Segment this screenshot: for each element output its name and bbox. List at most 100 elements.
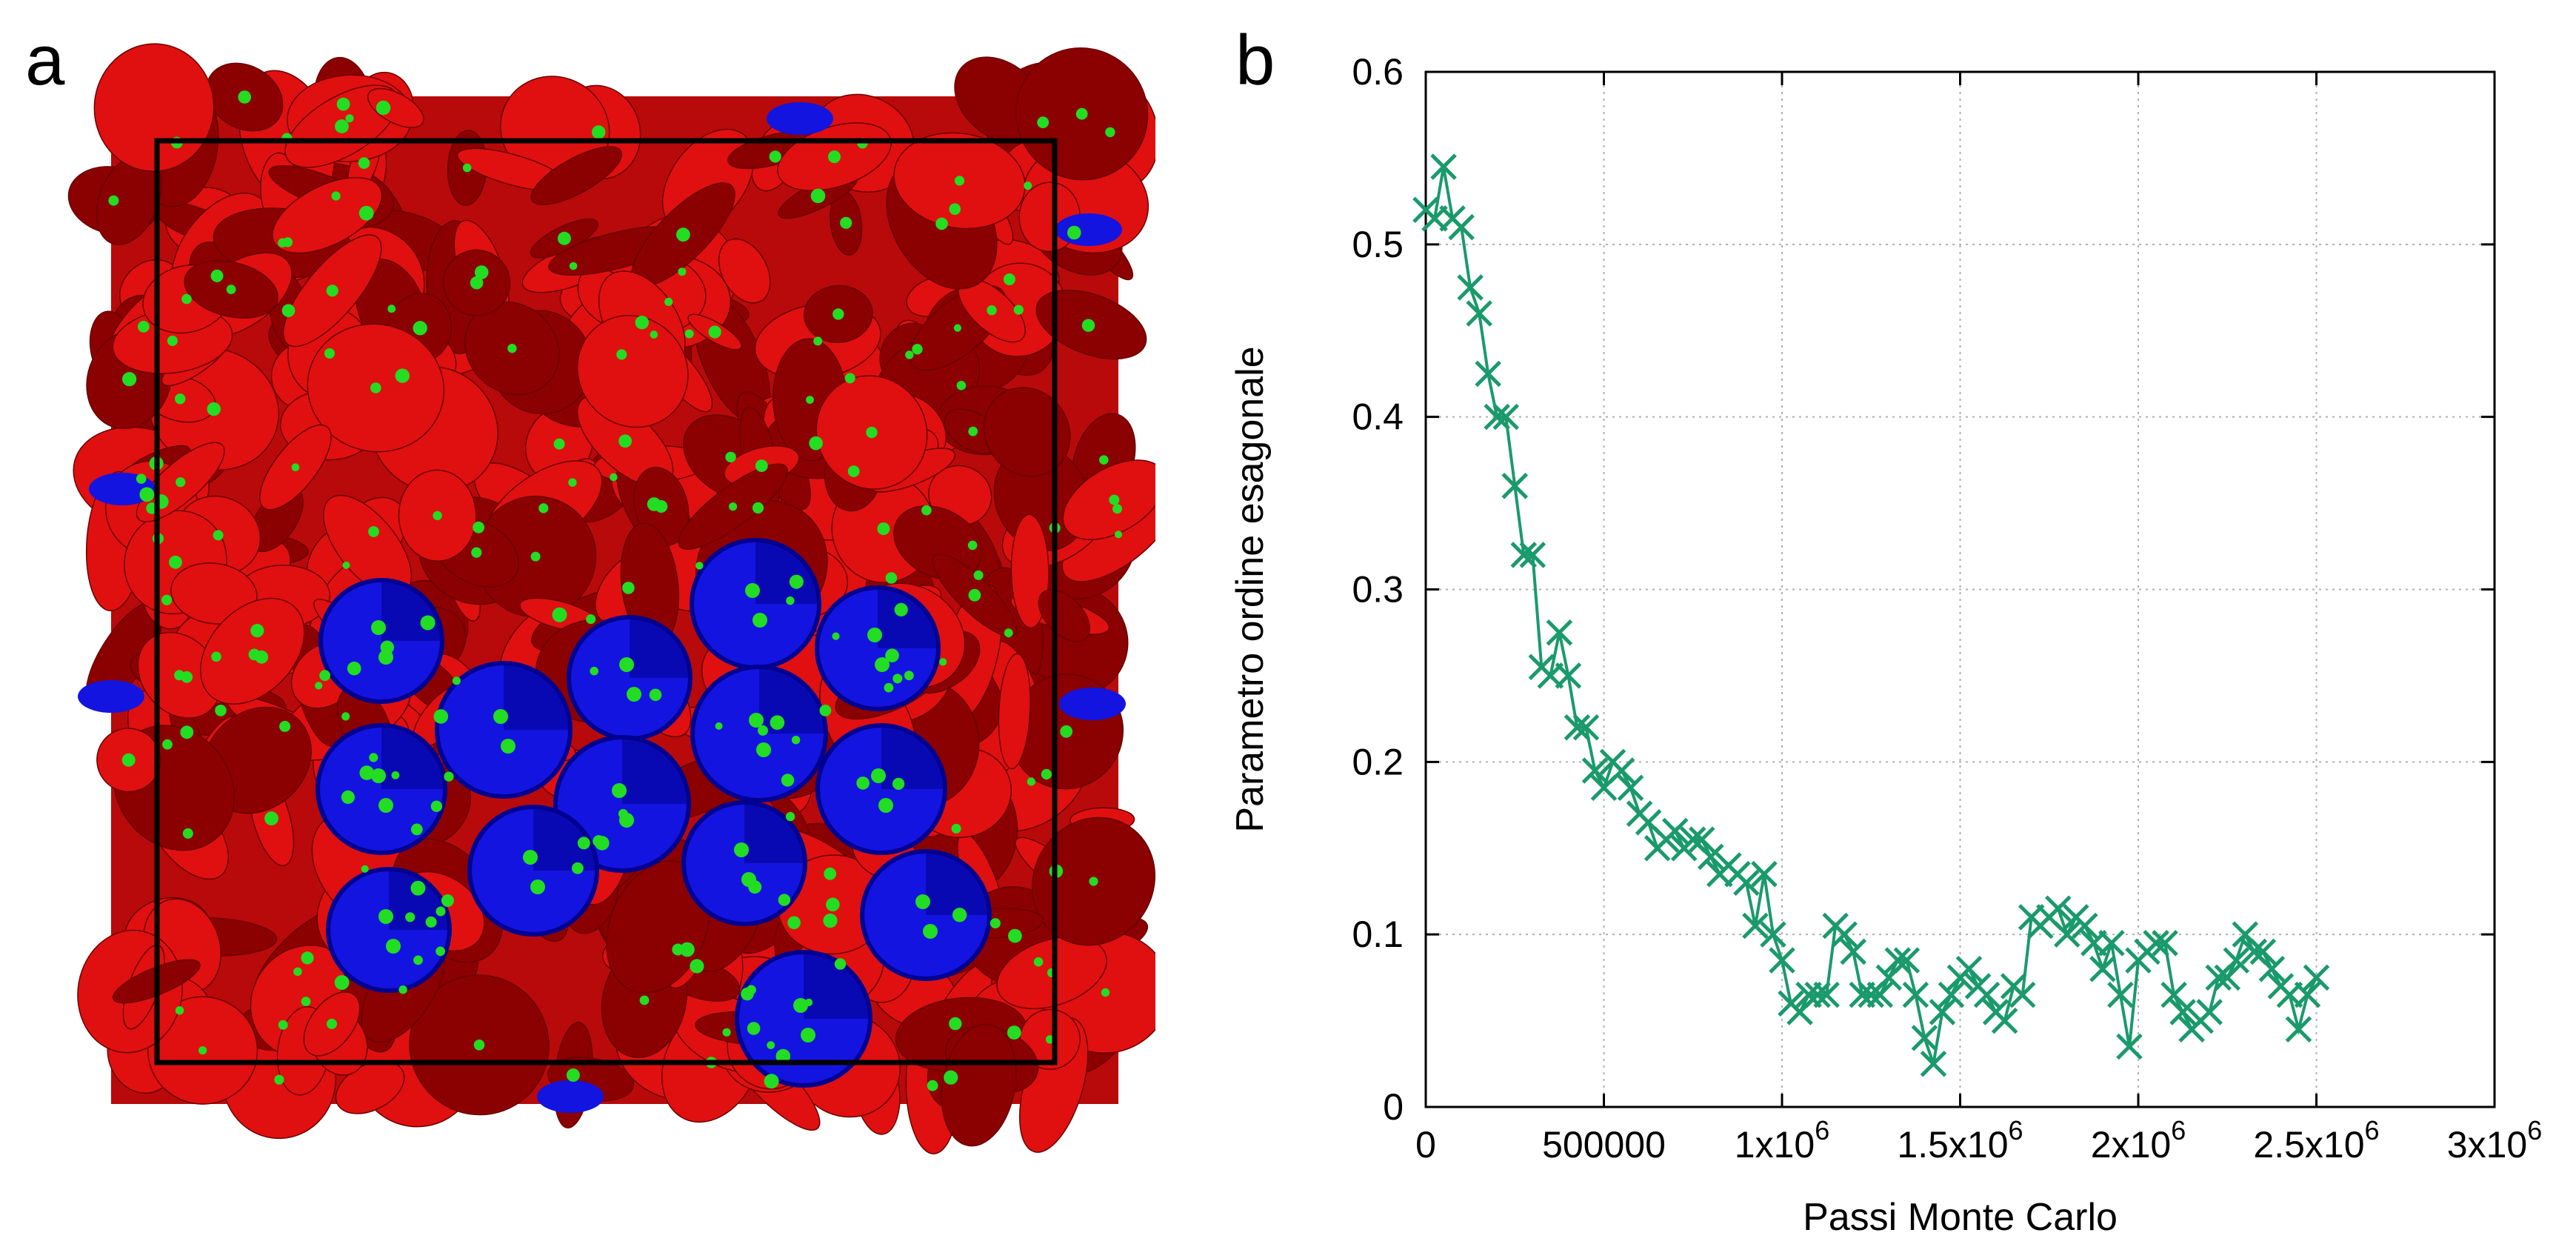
particle-center xyxy=(577,837,590,850)
particle-center xyxy=(433,709,449,724)
particle-center xyxy=(769,150,781,163)
particle-center xyxy=(968,426,978,436)
particle-center xyxy=(664,297,673,306)
data-point-marker xyxy=(2098,930,2125,957)
data-point-marker xyxy=(1484,403,1510,430)
particle-center xyxy=(935,217,948,230)
particle-center xyxy=(342,561,350,569)
particle-center xyxy=(1024,182,1032,190)
y-tick-label: 0.4 xyxy=(1352,396,1404,438)
particle-center xyxy=(378,909,393,924)
axis-ticks: 0 0.1 0.2 0.3 0.4 0.5 0.6 0 500000 1x106 1.5x106 2x… xyxy=(1352,51,2542,1165)
particle-center xyxy=(990,918,1001,929)
particle-center xyxy=(676,227,690,242)
particle-center xyxy=(847,465,860,477)
particle-center xyxy=(395,368,410,383)
blue-disc-fragment xyxy=(537,1080,604,1113)
particle-center xyxy=(840,216,852,229)
particle-center xyxy=(162,739,173,750)
particle-center xyxy=(326,285,338,297)
data-point-marker xyxy=(2303,964,2330,991)
particle-center xyxy=(378,798,393,813)
particle-center xyxy=(507,344,517,353)
particle-center xyxy=(867,628,882,642)
particle-center xyxy=(787,916,801,930)
data-point-marker xyxy=(1617,774,1644,802)
particle-center xyxy=(161,594,173,605)
particle-center xyxy=(1004,628,1013,638)
blue-disc-shade xyxy=(878,588,938,648)
particle-center xyxy=(610,473,618,482)
particle-center xyxy=(213,530,224,541)
red-disc xyxy=(893,505,983,580)
data-point-marker xyxy=(1973,981,2001,1008)
particle-center xyxy=(856,777,870,790)
particle-center xyxy=(301,951,314,965)
particle-center xyxy=(137,321,150,333)
particle-center xyxy=(753,613,767,628)
data-point-marker xyxy=(1581,757,1609,784)
particle-center xyxy=(324,348,335,359)
particle-center xyxy=(747,1022,761,1035)
particle-center xyxy=(828,150,841,164)
particle-center xyxy=(215,705,227,716)
particle-center xyxy=(949,1017,962,1031)
blue-disc-shade xyxy=(744,802,805,863)
particle-center xyxy=(680,942,695,957)
particle-center xyxy=(729,502,738,511)
particle-center xyxy=(944,1070,958,1085)
particle-center xyxy=(595,836,610,851)
particle-center xyxy=(923,924,938,939)
particle-center xyxy=(954,176,965,186)
data-point-marker xyxy=(1866,981,1894,1008)
particle-center xyxy=(904,671,914,681)
particle-center xyxy=(420,615,436,631)
particle-center xyxy=(622,582,635,594)
particle-center xyxy=(336,97,350,111)
particle-center xyxy=(391,771,400,779)
particle-center xyxy=(952,908,967,922)
particle-center xyxy=(301,997,311,1006)
particle-center xyxy=(684,329,694,339)
particle-center xyxy=(341,712,350,721)
particle-center xyxy=(413,321,427,336)
particle-center xyxy=(108,195,119,206)
blue-discs xyxy=(78,102,1126,1113)
particle-center xyxy=(441,894,454,907)
particle-center xyxy=(473,521,484,533)
particle-center xyxy=(826,897,840,912)
data-point-marker xyxy=(2249,938,2277,965)
particle-center xyxy=(335,119,349,133)
particle-center xyxy=(619,813,634,828)
blue-disc-shade xyxy=(804,952,870,1019)
data-point-marker xyxy=(2054,921,2081,948)
particle-center xyxy=(334,975,350,990)
data-point-marker xyxy=(2045,895,2072,922)
y-axis-title: Parametro ordine esagonale xyxy=(1229,346,1272,832)
blue-disc-shade xyxy=(755,540,819,604)
data-point-marker xyxy=(1938,981,1965,1008)
x-axis-title: Passi Monte Carlo xyxy=(1803,1196,2118,1239)
blue-disc-shade xyxy=(533,807,597,871)
data-point-marker xyxy=(1929,999,1956,1025)
particle-center xyxy=(806,396,814,404)
particle-center xyxy=(278,238,287,247)
data-point-marker xyxy=(1492,403,1519,430)
particle-center xyxy=(568,478,577,487)
red-disc xyxy=(170,562,258,625)
data-point-marker xyxy=(1555,662,1582,689)
y-tick-label: 0.1 xyxy=(1352,914,1404,955)
particle-center xyxy=(386,939,401,954)
particle-center xyxy=(612,783,627,798)
blue-disc-fragment xyxy=(1059,688,1126,720)
particle-center xyxy=(927,1080,938,1091)
particle-center xyxy=(255,650,269,664)
particle-center xyxy=(871,768,886,783)
particle-center xyxy=(1033,957,1044,967)
data-point-marker xyxy=(1884,947,1912,974)
particle-center xyxy=(1003,273,1015,285)
data-point-marker xyxy=(1466,300,1492,327)
particle-center xyxy=(181,293,192,305)
particle-center xyxy=(176,477,186,488)
blue-disc-shade xyxy=(881,725,945,789)
